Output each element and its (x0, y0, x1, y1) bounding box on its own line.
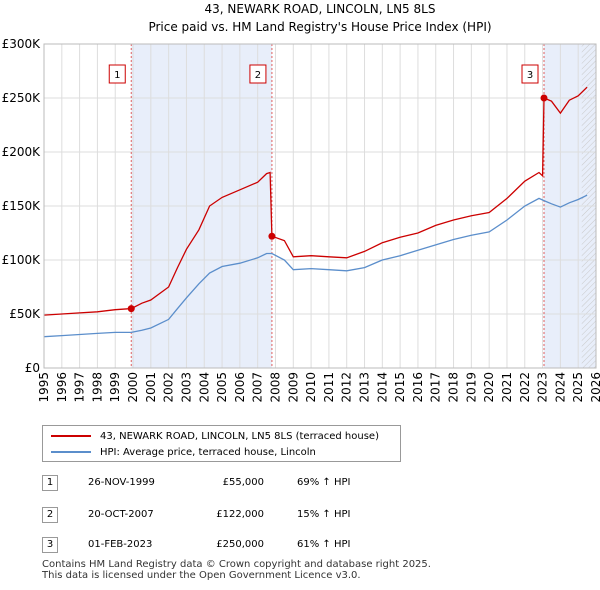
price-chart: 43, NEWARK ROAD, LINCOLN, LN5 8LS Price … (2, 2, 600, 403)
footer-copyright: Contains HM Land Registry data © Crown c… (42, 559, 431, 570)
x-tick-label: 2020 (482, 372, 496, 403)
transaction-hpi: 15% ↑ HPI (297, 509, 351, 520)
x-tick-label: 2004 (197, 372, 211, 403)
y-tick-label: £150K (2, 199, 42, 213)
x-tick-label: 1997 (73, 372, 87, 403)
transaction-row: 1 26-NOV-1999 £55,000 69% ↑ HPI (0, 473, 600, 493)
legend: 43, NEWARK ROAD, LINCOLN, LN5 8LS (terra… (42, 425, 401, 462)
transaction-price: £122,000 (216, 509, 264, 520)
marker-label: 2 (255, 70, 261, 81)
x-tick-label: 2008 (268, 372, 282, 403)
transaction-number: 1 (42, 475, 58, 491)
legend-swatch-property (51, 435, 91, 437)
transaction-number: 3 (42, 537, 58, 553)
x-tick-label: 2011 (322, 372, 336, 403)
plot-frame (43, 43, 597, 369)
marker-box (521, 64, 539, 84)
x-tick-label: 2022 (518, 372, 532, 403)
footer-license: This data is licensed under the Open Gov… (42, 570, 361, 581)
y-tick-label: £200K (2, 145, 42, 159)
marker-box (108, 64, 126, 84)
x-tick-label: 1995 (37, 372, 51, 403)
x-tick-label: 2012 (340, 372, 354, 403)
transaction-point (268, 232, 276, 240)
x-tick-label: 2010 (304, 372, 318, 403)
transaction-point (127, 305, 135, 313)
x-tick-label: 2021 (500, 372, 514, 403)
legend-label-property: 43, NEWARK ROAD, LINCOLN, LN5 8LS (terra… (100, 430, 379, 442)
x-tick-label: 1996 (55, 372, 69, 403)
x-tick-label: 2007 (251, 372, 265, 403)
transaction-row: 2 20-OCT-2007 £122,000 15% ↑ HPI (0, 505, 600, 525)
x-tick-label: 2002 (162, 372, 176, 403)
legend-item-hpi: HPI: Average price, terraced house, Linc… (51, 445, 316, 459)
transaction-date: 01-FEB-2023 (88, 539, 153, 550)
legend-label-hpi: HPI: Average price, terraced house, Linc… (100, 446, 316, 458)
y-tick-label: £50K (9, 307, 41, 321)
x-tick-label: 2006 (233, 372, 247, 403)
x-tick-label: 2019 (464, 372, 478, 403)
x-tick-label: 2016 (411, 372, 425, 403)
x-tick-label: 2023 (536, 372, 550, 403)
transaction-date: 20-OCT-2007 (88, 509, 154, 520)
x-tick-label: 2025 (571, 372, 585, 403)
x-tick-label: 2005 (215, 372, 229, 403)
x-tick-label: 2018 (447, 372, 461, 403)
x-tick-label: 2013 (358, 372, 372, 403)
property-series-line (43, 86, 588, 316)
marker-label: 3 (527, 70, 533, 81)
hpi-series-line (43, 194, 588, 338)
transaction-hpi: 61% ↑ HPI (297, 539, 351, 550)
x-tick-label: 2001 (144, 372, 158, 403)
transaction-price: £55,000 (222, 477, 264, 488)
transaction-row: 3 01-FEB-2023 £250,000 61% ↑ HPI (0, 535, 600, 555)
x-tick-label: 2015 (393, 372, 407, 403)
chart-subtitle: Price paid vs. HM Land Registry's House … (148, 20, 491, 34)
x-tick-label: 2009 (286, 372, 300, 403)
x-tick-label: 1999 (108, 372, 122, 403)
x-tick-label: 1998 (90, 372, 104, 403)
marker-label: 1 (114, 70, 120, 81)
legend-item-property: 43, NEWARK ROAD, LINCOLN, LN5 8LS (terra… (51, 429, 379, 443)
marker-box (249, 64, 267, 84)
x-tick-label: 2000 (126, 372, 140, 403)
y-tick-label: £300K (2, 37, 42, 51)
footer: Contains HM Land Registry data © Crown c… (42, 559, 431, 581)
transaction-date: 26-NOV-1999 (88, 477, 155, 488)
y-tick-label: £0 (25, 361, 40, 375)
transaction-hpi: 69% ↑ HPI (297, 477, 351, 488)
x-tick-label: 2014 (375, 372, 389, 403)
y-tick-label: £100K (2, 253, 42, 267)
x-tick-label: 2017 (429, 372, 443, 403)
x-tick-label: 2026 (589, 372, 600, 403)
x-tick-label: 2003 (179, 372, 193, 403)
x-tick-label: 2024 (553, 372, 567, 403)
transaction-price: £250,000 (216, 539, 264, 550)
transaction-point (540, 94, 548, 102)
transaction-number: 2 (42, 507, 58, 523)
y-tick-label: £250K (2, 91, 42, 105)
legend-swatch-hpi (51, 451, 91, 453)
chart-title: 43, NEWARK ROAD, LINCOLN, LN5 8LS (205, 2, 436, 16)
